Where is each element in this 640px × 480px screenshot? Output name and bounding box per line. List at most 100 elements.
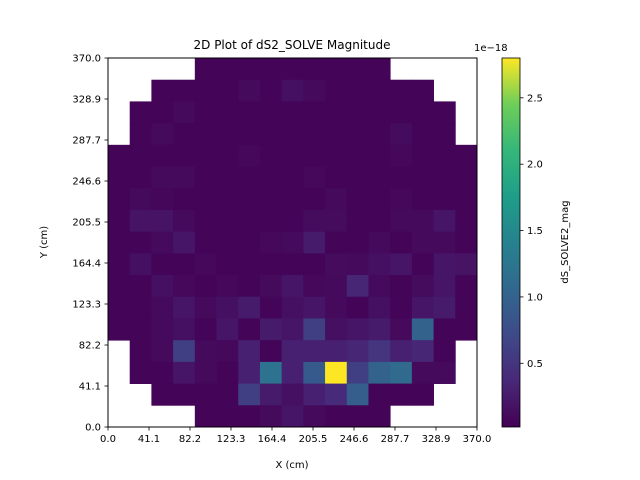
heatmap-cell — [346, 383, 369, 406]
heatmap-cell — [259, 188, 283, 211]
heatmap-cell — [259, 209, 283, 233]
heatmap-cell — [173, 209, 196, 233]
heatmap-cell — [368, 340, 391, 363]
heatmap-cell — [325, 383, 348, 406]
heatmap-cell — [325, 405, 348, 428]
heatmap-cell — [216, 101, 239, 124]
heatmap-cell — [368, 361, 391, 384]
heatmap-cell — [303, 253, 326, 276]
heatmap-cell — [129, 123, 152, 146]
heatmap-cell — [216, 340, 239, 363]
heatmap-cell — [151, 188, 174, 211]
colorbar — [501, 57, 521, 428]
heatmap-cell — [259, 383, 283, 406]
x-axis-ticks: 0.0 41.1 82.2 123.3 164.4 205.5 246.6 287.7 328.… — [100, 427, 491, 445]
heatmap-cell — [108, 296, 131, 319]
heatmap-cell — [325, 166, 348, 189]
heatmap-cell — [173, 318, 196, 341]
colorbar-tick-label: 1.0 — [527, 292, 543, 303]
heatmap-cell — [303, 123, 326, 146]
heatmap-cell — [303, 144, 326, 167]
heatmap-cell — [216, 144, 239, 167]
heatmap-cell — [151, 253, 174, 276]
heatmap-cell — [390, 188, 413, 211]
x-tick-label: 0.0 — [100, 434, 116, 445]
heatmap-cell — [455, 318, 478, 341]
x-tick-label: 205.5 — [299, 434, 328, 445]
heatmap-cells — [108, 58, 478, 428]
heatmap-cell — [151, 166, 174, 189]
heatmap-cell — [433, 318, 456, 341]
heatmap-cell — [194, 340, 217, 363]
heatmap-cell — [259, 253, 283, 276]
heatmap-cell — [303, 361, 326, 384]
heatmap-cell — [259, 58, 283, 81]
heatmap-cell — [129, 318, 152, 341]
heatmap-cell — [411, 144, 434, 167]
heatmap-cell — [325, 58, 348, 81]
heatmap-cell — [259, 144, 283, 167]
heatmap-cell — [216, 188, 239, 211]
heatmap-cell — [216, 79, 239, 102]
heatmap-cell — [194, 296, 217, 319]
heatmap-cell — [151, 79, 174, 102]
heatmap-cell — [303, 58, 326, 81]
y-tick-label: 41.1 — [79, 382, 101, 393]
heatmap-cell — [346, 144, 369, 167]
heatmap-cell — [173, 188, 196, 211]
heatmap-cell — [303, 383, 326, 406]
heatmap-cell — [129, 275, 152, 298]
heatmap-cell — [368, 231, 391, 254]
heatmap-cell — [281, 123, 304, 146]
heatmap-cell — [173, 340, 196, 363]
heatmap-cell — [151, 209, 174, 233]
heatmap-cell — [129, 144, 152, 167]
heatmap-cell — [194, 58, 217, 81]
x-tick-label: 123.3 — [217, 434, 246, 445]
heatmap-cell — [303, 296, 326, 319]
heatmap-cell — [259, 405, 283, 428]
heatmap-cell — [346, 361, 369, 384]
heatmap-cell — [433, 361, 456, 384]
heatmap-cell — [151, 123, 174, 146]
heatmap-cell — [346, 79, 369, 102]
heatmap-cell — [325, 340, 348, 363]
heatmap-cell — [194, 231, 217, 254]
heatmap-cell — [346, 188, 369, 211]
colorbar-scale-label: 1e−18 — [474, 43, 508, 54]
heatmap-cell — [390, 79, 413, 102]
heatmap-cell — [216, 275, 239, 298]
heatmap-cell — [455, 166, 478, 189]
heatmap-cell — [411, 79, 434, 102]
heatmap-cell — [368, 296, 391, 319]
heatmap-cell — [433, 101, 456, 124]
heatmap-cell — [411, 209, 434, 233]
heatmap-cell — [238, 209, 261, 233]
heatmap-cell — [433, 253, 456, 276]
heatmap-cell — [303, 209, 326, 233]
colorbar-label: dS_SOLVE2_mag — [560, 200, 571, 283]
y-axis-ticks: 0.0 41.1 82.2 123.3 164.4 205.5 246.6 287.7 328.… — [72, 54, 108, 434]
heatmap-cell — [281, 209, 304, 233]
heatmap-cell — [346, 253, 369, 276]
heatmap-cell — [194, 405, 217, 428]
heatmap-cell — [368, 123, 391, 146]
heatmap-cell — [390, 231, 413, 254]
heatmap-cell — [390, 253, 413, 276]
y-tick-label: 82.2 — [79, 341, 101, 352]
heatmap-cell — [281, 231, 304, 254]
heatmap-cell — [411, 231, 434, 254]
heatmap-cell — [238, 144, 261, 167]
heatmap-cell — [259, 296, 283, 319]
colorbar-ticks: 0.5 1.0 1.5 2.0 2.5 — [520, 93, 543, 370]
heatmap-cell — [238, 123, 261, 146]
y-tick-label: 328.9 — [72, 95, 101, 106]
y-tick-label: 205.5 — [72, 218, 101, 229]
heatmap-cell — [390, 101, 413, 124]
heatmap-cell — [238, 318, 261, 341]
heatmap-cell — [281, 79, 304, 102]
heatmap-cell — [390, 144, 413, 167]
heatmap-cell — [151, 361, 174, 384]
heatmap-cell — [151, 144, 174, 167]
